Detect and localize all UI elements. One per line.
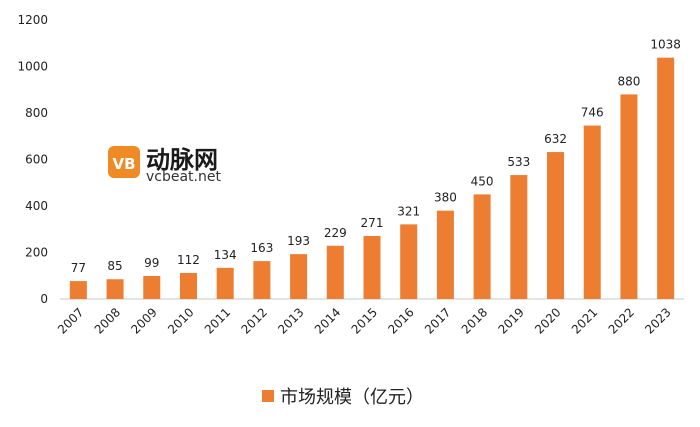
x-tick-label: 2013: [275, 305, 306, 336]
x-tick-label: 2022: [606, 305, 637, 336]
y-tick-label: 400: [25, 199, 48, 213]
data-label: 77: [71, 261, 86, 275]
legend-swatch: [262, 390, 274, 402]
data-label: 134: [214, 248, 237, 262]
watermark-logo-letter: VB: [112, 155, 135, 173]
data-label: 533: [507, 155, 530, 169]
bar: [253, 261, 271, 299]
bar: [290, 254, 308, 299]
bar: [583, 125, 601, 300]
x-tick-label: 2014: [312, 305, 343, 336]
watermark-site: vcbeat.net: [146, 169, 221, 185]
bar: [363, 235, 381, 299]
bar: [179, 272, 197, 299]
bar: [216, 267, 234, 299]
x-axis: 2007 2008 2009 2010 2011 2012 2013 2014 2015 2016…: [55, 298, 684, 337]
x-tick-label: 2009: [128, 305, 159, 336]
y-tick-label: 1200: [17, 13, 48, 27]
watermark-logo-box: [108, 146, 140, 178]
x-tick-label: 2010: [165, 305, 196, 336]
x-tick-label: 2021: [569, 305, 600, 336]
y-tick-label: 1000: [17, 60, 48, 74]
data-label: 193: [287, 234, 310, 248]
data-labels-group: 77 85 99 112 134 163 193 229 271 321 380 450 533 632 7…: [71, 38, 681, 275]
x-tick-label: 2020: [532, 305, 563, 336]
x-tick-label: 2023: [642, 305, 673, 336]
x-tick-label: 2012: [239, 305, 270, 336]
bar: [547, 152, 565, 299]
data-label: 1038: [650, 38, 681, 52]
data-label: 99: [144, 256, 159, 270]
data-label: 321: [397, 204, 420, 218]
data-label: 163: [250, 241, 273, 255]
x-tick-label: 2008: [92, 305, 123, 336]
data-label: 880: [617, 74, 640, 88]
bar: [106, 279, 124, 299]
watermark-logo: VB 动脉网 vcbeat.net: [108, 146, 221, 185]
bar: [400, 224, 418, 299]
y-tick-label: 600: [25, 153, 48, 167]
bar: [657, 57, 675, 299]
bar: [436, 210, 454, 299]
watermark-name: 动脉网: [146, 146, 218, 174]
legend-label: 市场规模（亿元）: [280, 387, 424, 408]
data-label: 746: [581, 106, 604, 120]
bar: [620, 94, 638, 300]
y-tick-label: 0: [40, 292, 48, 306]
data-label: 112: [177, 253, 200, 267]
x-tick-label: 2007: [55, 305, 86, 336]
data-label: 229: [324, 226, 347, 240]
bars-group: [69, 57, 675, 300]
x-tick-label: 2019: [495, 305, 526, 336]
data-label: 632: [544, 132, 567, 146]
x-tick-label: 2016: [385, 305, 416, 336]
x-tick-label: 2015: [349, 305, 380, 336]
bar: [143, 275, 161, 299]
bar: [326, 245, 344, 299]
y-tick-label: 800: [25, 106, 48, 120]
bar: [510, 175, 528, 299]
x-tick-label: 2011: [202, 305, 233, 336]
bar: [473, 194, 491, 299]
y-tick-label: 200: [25, 246, 48, 260]
x-tick-label: 2018: [459, 305, 490, 336]
data-label: 85: [107, 259, 122, 273]
legend: 市场规模（亿元）: [262, 387, 424, 408]
y-axis: 0 200 400 600 800 1000 1200: [17, 13, 48, 306]
x-tick-label: 2017: [422, 305, 453, 336]
bar: [69, 281, 87, 299]
data-label: 450: [471, 174, 494, 188]
data-label: 380: [434, 191, 457, 205]
data-label: 271: [361, 216, 384, 230]
